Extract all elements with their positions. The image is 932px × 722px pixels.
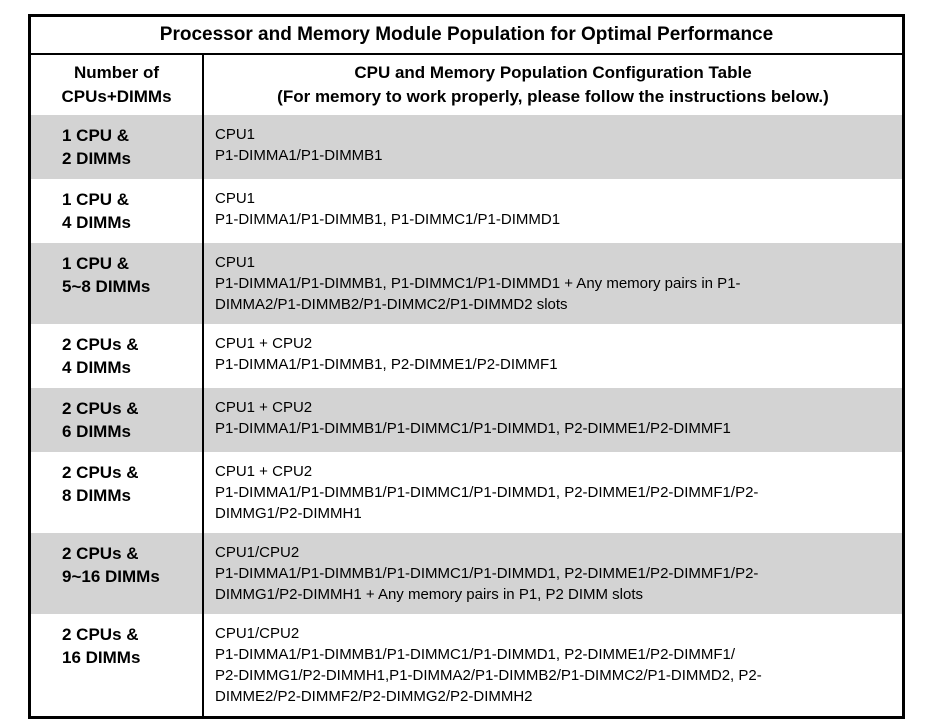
- row-label-cell: 2 CPUs & 8 DIMMs: [31, 452, 204, 533]
- row-detail-cell: CPU1 + CPU2 P1-DIMMA1/P1-DIMMB1, P2-DIMME…: [204, 324, 902, 388]
- row-detail-cell: CPU1 P1-DIMMA1/P1-DIMMB1: [204, 115, 902, 179]
- table-row: 1 CPU & 2 DIMMs CPU1 P1-DIMMA1/P1-DIMMB1: [31, 115, 902, 179]
- row-detail-line: CPU1 + CPU2: [215, 463, 313, 480]
- row-detail-line: P2-DIMMG1/P2-DIMMH1,P1-DIMMA2/P1-DIMMB2/…: [215, 667, 762, 684]
- table-row: 1 CPU & 5~8 DIMMs CPU1 P1-DIMMA1/P1-DIMMB1,…: [31, 243, 902, 324]
- cpu-memory-population-table: Processor and Memory Module Population f…: [28, 14, 905, 719]
- row-detail-line: DIMMG1/P2-DIMMH1 + Any memory pairs in P…: [215, 586, 644, 603]
- row-detail-line: CPU1: [215, 126, 256, 143]
- header-cell-cpus-dimms: Number of CPUs+DIMMs: [31, 55, 204, 115]
- row-detail-line: DIMMG1/P2-DIMMH1: [215, 505, 362, 522]
- row-detail-cell: CPU1/CPU2 P1-DIMMA1/P1-DIMMB1/P1-DIMMC1/P…: [204, 614, 902, 716]
- row-detail-cell: CPU1 P1-DIMMA1/P1-DIMMB1, P1-DIMMC1/P1-DI…: [204, 179, 902, 243]
- row-label-line: 2 CPUs &: [62, 544, 139, 563]
- header-col2-line1: CPU and Memory Population Configuration …: [354, 63, 752, 82]
- table-row: 2 CPUs & 16 DIMMs CPU1/CPU2 P1-DIMMA1/P1-DI…: [31, 614, 902, 716]
- row-detail-cell: CPU1 P1-DIMMA1/P1-DIMMB1, P1-DIMMC1/P1-DI…: [204, 243, 902, 324]
- row-detail-line: P1-DIMMA1/P1-DIMMB1/P1-DIMMC1/P1-DIMMD1,…: [215, 420, 731, 437]
- table-row: 2 CPUs & 6 DIMMs CPU1 + CPU2 P1-DIMMA1/P1-D…: [31, 388, 902, 452]
- row-label-cell: 2 CPUs & 16 DIMMs: [31, 614, 204, 716]
- row-label-line: 2 DIMMs: [62, 149, 131, 168]
- row-label-cell: 1 CPU & 5~8 DIMMs: [31, 243, 204, 324]
- row-detail-line: P1-DIMMA1/P1-DIMMB1: [215, 147, 383, 164]
- row-label-line: 16 DIMMs: [62, 648, 141, 667]
- row-label-line: 5~8 DIMMs: [62, 277, 151, 296]
- row-detail-line: P1-DIMMA1/P1-DIMMB1, P1-DIMMC1/P1-DIMMD1: [215, 211, 561, 228]
- row-detail-line: CPU1 + CPU2: [215, 335, 313, 352]
- row-detail-line: CPU1 + CPU2: [215, 399, 313, 416]
- row-label-line: 2 CPUs &: [62, 335, 139, 354]
- table-row: 2 CPUs & 4 DIMMs CPU1 + CPU2 P1-DIMMA1/P1-D…: [31, 324, 902, 388]
- row-label-line: 2 CPUs &: [62, 625, 139, 644]
- row-label-line: 9~16 DIMMs: [62, 567, 160, 586]
- row-label-line: 4 DIMMs: [62, 213, 131, 232]
- row-detail-line: DIMMA2/P1-DIMMB2/P1-DIMMC2/P1-DIMMD2 slo…: [215, 296, 568, 313]
- row-label-line: 6 DIMMs: [62, 422, 131, 441]
- row-detail-line: CPU1/CPU2: [215, 544, 300, 561]
- row-label-line: 4 DIMMs: [62, 358, 131, 377]
- row-detail-line: CPU1: [215, 254, 256, 271]
- row-detail-cell: CPU1/CPU2 P1-DIMMA1/P1-DIMMB1/P1-DIMMC1/P…: [204, 533, 902, 614]
- row-detail-line: P1-DIMMA1/P1-DIMMB1, P1-DIMMC1/P1-DIMMD1…: [215, 275, 741, 292]
- row-label-cell: 1 CPU & 2 DIMMs: [31, 115, 204, 179]
- table-row: 2 CPUs & 9~16 DIMMs CPU1/CPU2 P1-DIMMA1/P1-…: [31, 533, 902, 614]
- row-detail-line: P1-DIMMA1/P1-DIMMB1/P1-DIMMC1/P1-DIMMD1,…: [215, 646, 736, 663]
- row-detail-cell: CPU1 + CPU2 P1-DIMMA1/P1-DIMMB1/P1-DIMMC1…: [204, 388, 902, 452]
- row-label-cell: 2 CPUs & 6 DIMMs: [31, 388, 204, 452]
- row-detail-line: P1-DIMMA1/P1-DIMMB1/P1-DIMMC1/P1-DIMMD1,…: [215, 484, 759, 501]
- row-label-cell: 2 CPUs & 4 DIMMs: [31, 324, 204, 388]
- row-label-line: 2 CPUs &: [62, 463, 139, 482]
- row-detail-line: P1-DIMMA1/P1-DIMMB1/P1-DIMMC1/P1-DIMMD1,…: [215, 565, 759, 582]
- row-label-line: 1 CPU &: [62, 190, 130, 209]
- table-title: Processor and Memory Module Population f…: [31, 17, 902, 55]
- row-label-line: 2 CPUs &: [62, 399, 139, 418]
- row-detail-line: P1-DIMMA1/P1-DIMMB1, P2-DIMME1/P2-DIMMF1: [215, 356, 558, 373]
- row-detail-cell: CPU1 + CPU2 P1-DIMMA1/P1-DIMMB1/P1-DIMMC1…: [204, 452, 902, 533]
- table-header-row: Number of CPUs+DIMMs CPU and Memory Popu…: [31, 55, 902, 115]
- table-body: 1 CPU & 2 DIMMs CPU1 P1-DIMMA1/P1-DIMMB1 1 C…: [31, 115, 902, 716]
- row-label-cell: 1 CPU & 4 DIMMs: [31, 179, 204, 243]
- header-col1-line1: Number of: [74, 63, 159, 82]
- header-col2-line2: (For memory to work properly, please fol…: [277, 87, 829, 106]
- table-row: 1 CPU & 4 DIMMs CPU1 P1-DIMMA1/P1-DIMMB1, P…: [31, 179, 902, 243]
- row-label-line: 1 CPU &: [62, 126, 130, 145]
- table-row: 2 CPUs & 8 DIMMs CPU1 + CPU2 P1-DIMMA1/P1-D…: [31, 452, 902, 533]
- row-label-cell: 2 CPUs & 9~16 DIMMs: [31, 533, 204, 614]
- row-detail-line: DIMME2/P2-DIMMF2/P2-DIMMG2/P2-DIMMH2: [215, 688, 533, 705]
- row-detail-line: CPU1: [215, 190, 256, 207]
- header-cell-configuration: CPU and Memory Population Configuration …: [204, 55, 902, 115]
- row-detail-line: CPU1/CPU2: [215, 625, 300, 642]
- header-col1-line2: CPUs+DIMMs: [61, 87, 172, 106]
- row-label-line: 1 CPU &: [62, 254, 130, 273]
- row-label-line: 8 DIMMs: [62, 486, 131, 505]
